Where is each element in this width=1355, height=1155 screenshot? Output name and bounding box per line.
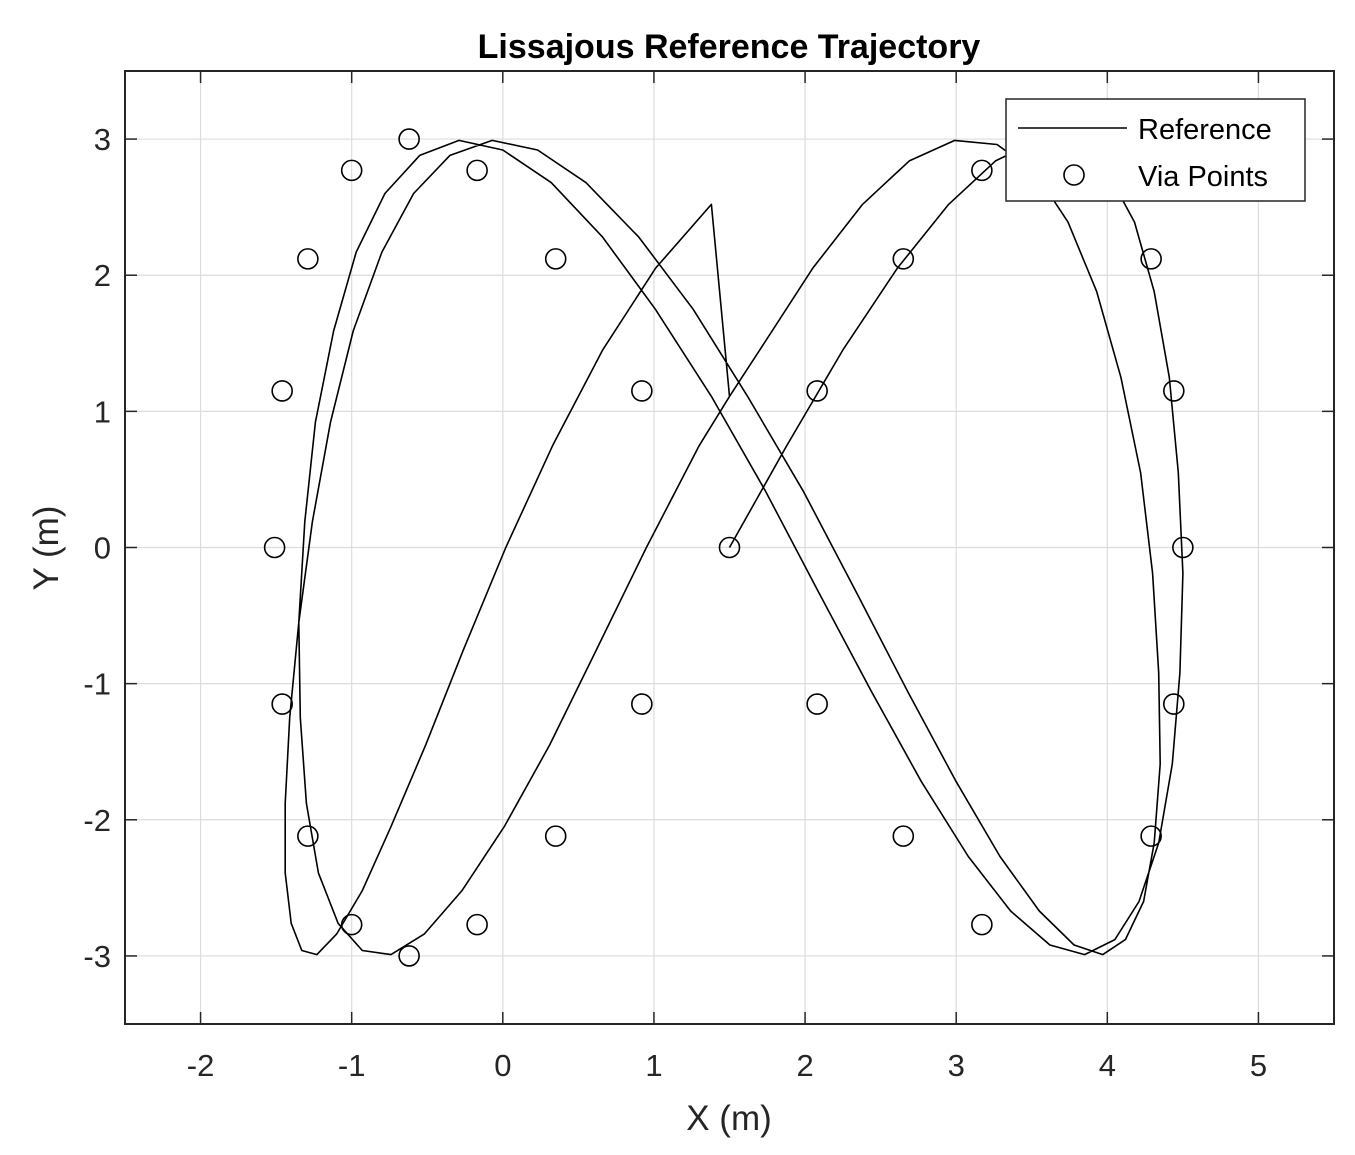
via-point-marker [340, 913, 363, 936]
via-point-marker [340, 159, 363, 182]
chart-title: Lissajous Reference Trajectory [478, 28, 981, 66]
y-tick-label: -2 [83, 803, 111, 838]
via-point-marker [398, 128, 420, 150]
x-tick-label: 4 [1099, 1048, 1116, 1083]
via-point-marker [271, 380, 293, 402]
via-point-marker [971, 159, 993, 182]
x-tick-label: 3 [948, 1048, 965, 1083]
y-tick-label: 2 [94, 258, 111, 293]
via-point-marker [1140, 825, 1162, 847]
legend-marker-swatch [1063, 164, 1085, 186]
via-point-marker [466, 913, 488, 936]
via-point-marker [631, 693, 653, 715]
x-tick-label: -1 [338, 1048, 366, 1083]
via-point-marker [1163, 380, 1185, 402]
via-point-marker [892, 825, 915, 847]
y-tick-label: -3 [83, 939, 111, 974]
data-layer [263, 128, 1194, 967]
x-tick-label: 5 [1250, 1048, 1267, 1083]
y-tick-label: -1 [83, 667, 111, 702]
via-point-marker [971, 913, 993, 936]
via-point-marker [263, 536, 286, 559]
y-tick-label: 1 [94, 394, 111, 429]
via-point-marker [1140, 248, 1162, 270]
legend: Reference Via Points [1005, 98, 1306, 202]
legend-box [1005, 98, 1306, 202]
via-point-marker [892, 248, 915, 270]
via-point-marker [398, 945, 420, 967]
legend-reference-label: Reference [1138, 114, 1272, 146]
x-axis-label: X (m) [686, 1099, 772, 1138]
legend-via-points-label: Via Points [1138, 161, 1268, 193]
x-tick-label: 2 [796, 1048, 813, 1083]
via-point-marker [297, 825, 319, 847]
y-tick-label: 0 [94, 531, 111, 566]
via-point-marker [1172, 536, 1194, 559]
via-point-marker [1163, 693, 1185, 715]
ticks: -2 -1 0 1 2 3 4 5 -3 -2 -1 0 1 2 3 [83, 71, 1334, 1083]
x-tick-label: -2 [187, 1048, 215, 1083]
via-point-marker [271, 693, 293, 715]
via-point-marker [466, 159, 488, 182]
via-point-marker [544, 825, 567, 847]
via-point-marker [297, 248, 319, 270]
via-point-marker [544, 248, 567, 270]
via-point-marker [631, 380, 653, 402]
reference-line [284, 139, 1184, 956]
via-point-marker [806, 380, 828, 402]
via-point-marker [718, 536, 741, 559]
via-point-marker [806, 693, 828, 715]
x-tick-label: 0 [494, 1048, 511, 1083]
y-tick-label: 3 [94, 122, 111, 157]
x-tick-label: 1 [645, 1048, 662, 1083]
y-axis-label: Y (m) [27, 506, 66, 591]
